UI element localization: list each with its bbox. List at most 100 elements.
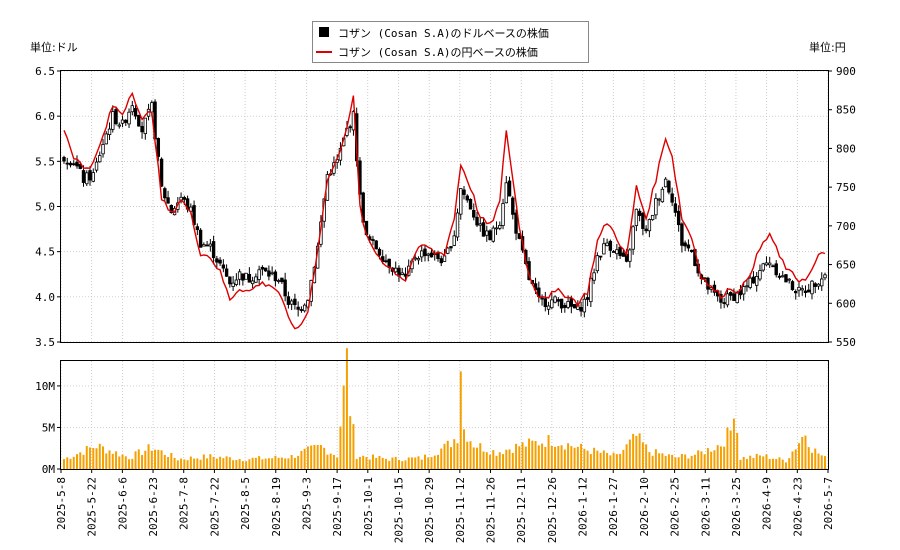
candle-body (592, 272, 596, 281)
volume-bars (63, 348, 826, 469)
candle-body (459, 188, 463, 215)
candle-body (797, 286, 801, 291)
candle-body (91, 172, 95, 182)
x-tick-label: 2025-8-5 (239, 477, 252, 530)
volume-bar (202, 454, 205, 469)
volume-bar (732, 418, 735, 469)
candle-body (429, 252, 434, 258)
candle-body (198, 229, 203, 248)
volume-bar (560, 445, 563, 469)
volume-bar (508, 449, 511, 469)
candle-body (452, 235, 456, 246)
volume-bar (163, 454, 166, 469)
volume-bar (469, 441, 472, 469)
right-tick-label: 550 (836, 336, 856, 349)
volume-bar (531, 440, 534, 469)
volume-bar (417, 456, 420, 469)
volume-bar (271, 458, 274, 469)
candle-body (192, 205, 196, 225)
candle-body (585, 297, 590, 300)
x-tick-label: 2025-12-26 (546, 477, 559, 543)
volume-bar (206, 458, 209, 469)
x-tick-label: 2025-10-1 (362, 477, 375, 537)
volume-bar (261, 459, 264, 469)
volume-bar (92, 448, 95, 469)
candle-body (589, 277, 593, 303)
candle-body (816, 283, 821, 287)
volume-bar (557, 446, 560, 469)
volume-bar (332, 454, 335, 469)
candle-body (88, 170, 92, 181)
volume-bar (433, 455, 436, 469)
volume-bar (121, 454, 124, 469)
volume-bar (72, 456, 75, 469)
candle-body (244, 272, 248, 280)
candle-body (215, 258, 219, 263)
candle-body (650, 214, 655, 220)
volume-bar (778, 457, 781, 469)
candle-body (127, 111, 131, 125)
x-tick-label: 2026-2-10 (638, 477, 651, 537)
candle-body (228, 276, 232, 285)
volume-bar (232, 460, 235, 469)
volume-bar (118, 456, 121, 469)
candle-body (400, 272, 404, 275)
volume-bar (342, 385, 345, 469)
candle-body (296, 306, 300, 310)
candle-body (143, 117, 148, 135)
volume-bar (797, 443, 800, 469)
candle-body (72, 163, 76, 166)
volume-bar (658, 453, 661, 469)
volume-bar (511, 452, 514, 469)
volume-bar (154, 449, 157, 469)
volume-bar (495, 455, 498, 469)
candle-body (150, 102, 154, 113)
candle-body (504, 182, 508, 204)
volume-bar (580, 443, 583, 469)
volume-bar (606, 452, 609, 469)
candle-body (455, 212, 460, 238)
candle-body (270, 272, 274, 275)
x-tick-label: 2026-3-25 (730, 477, 743, 537)
candle-body (550, 299, 554, 309)
x-tick-label: 2026-5-7 (822, 477, 835, 530)
left-unit-label: 単位:ドル (30, 40, 78, 54)
volume-bar (336, 457, 339, 469)
volume-bar (690, 455, 693, 469)
candle-body (114, 109, 118, 125)
candle-body (257, 269, 261, 280)
candle-body (745, 285, 749, 288)
candle-body (107, 128, 112, 136)
volume-bar (534, 441, 537, 469)
candle-body (673, 203, 678, 213)
candle-body (133, 108, 138, 117)
volume-bar (241, 461, 244, 469)
volume-bar (391, 457, 394, 469)
candle-body (348, 126, 352, 129)
left-tick-label: 6.0 (35, 110, 55, 123)
candle-body (65, 162, 69, 165)
volume-bar (801, 436, 804, 469)
legend-usd-label: コザン (Cosan S.A)のドルベースの株価 (338, 26, 549, 40)
volume-bar (719, 446, 722, 469)
candle-body (413, 257, 417, 260)
volume-bar (602, 450, 605, 469)
volume-bar (108, 450, 111, 469)
candle-body (462, 189, 466, 195)
candle-body (485, 230, 489, 236)
legend-jpy-label: コザン (Cosan S.A)の円ベースの株価 (338, 45, 538, 59)
candle-body (101, 144, 105, 155)
candle-body (267, 270, 271, 277)
volume-bar (209, 454, 212, 469)
volume-bar (144, 450, 147, 469)
candle-body (689, 249, 694, 252)
right-tick-label: 650 (836, 259, 856, 272)
volume-bar (183, 459, 186, 469)
volume-bar (453, 439, 456, 469)
candle-body (615, 249, 619, 255)
x-tick-label: 2025-6-6 (116, 477, 129, 530)
candle-body (654, 198, 658, 216)
volume-bar (186, 460, 189, 469)
volume-bar (654, 449, 657, 469)
candle-body (478, 223, 482, 226)
